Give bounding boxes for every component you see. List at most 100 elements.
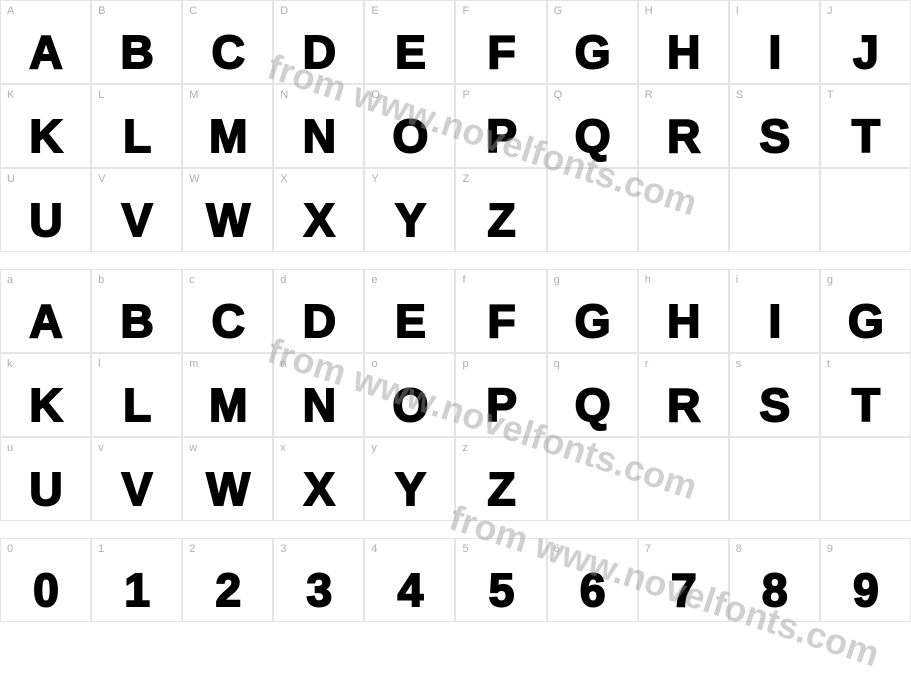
cell-glyph: A xyxy=(29,298,61,344)
cell-label: B xyxy=(98,5,105,17)
cell-glyph: X xyxy=(304,466,334,512)
glyph-cell: NN xyxy=(273,84,364,168)
cell-label: z xyxy=(462,442,468,454)
cell-glyph: D xyxy=(303,298,335,344)
cell-glyph: G xyxy=(575,298,610,344)
glyph-cell: ZZ xyxy=(455,168,546,252)
cell-glyph: K xyxy=(29,113,61,159)
glyph-cell: 66 xyxy=(547,538,638,622)
glyph-cell xyxy=(547,437,638,521)
cell-label: 0 xyxy=(7,543,13,555)
cell-glyph: C xyxy=(212,29,244,75)
glyph-cell: BB xyxy=(91,0,182,84)
glyph-cell: WW xyxy=(182,168,273,252)
cell-glyph: 8 xyxy=(762,567,787,613)
cell-glyph: R xyxy=(667,113,699,159)
glyph-cell: XX xyxy=(273,168,364,252)
cell-label: U xyxy=(7,173,15,185)
glyph-cell: uU xyxy=(0,437,91,521)
cell-glyph: G xyxy=(848,298,883,344)
cell-glyph: W xyxy=(207,197,249,243)
glyph-cell: YY xyxy=(364,168,455,252)
cell-label: 2 xyxy=(189,543,195,555)
glyph-cell: JJ xyxy=(820,0,911,84)
cell-label: J xyxy=(827,5,833,17)
glyph-cell xyxy=(820,168,911,252)
cell-label: S xyxy=(736,89,743,101)
cell-glyph: O xyxy=(393,382,428,428)
cell-label: X xyxy=(280,173,287,185)
cell-label: N xyxy=(280,89,288,101)
glyph-cell: cC xyxy=(182,269,273,353)
glyph-cell: UU xyxy=(0,168,91,252)
cell-label: t xyxy=(827,358,830,370)
cell-glyph: X xyxy=(304,197,334,243)
cell-glyph: A xyxy=(29,29,61,75)
cell-glyph: N xyxy=(303,382,335,428)
cell-glyph: B xyxy=(121,29,153,75)
section-spacer xyxy=(0,521,911,538)
cell-glyph: T xyxy=(852,113,879,159)
glyph-section-lowercase: aAbBcCdDeEfFgGhHiIgGkKlLmMnNoOpPqQrRsStT… xyxy=(0,269,911,521)
cell-glyph: P xyxy=(486,382,516,428)
glyph-cell xyxy=(638,437,729,521)
glyph-cell: qQ xyxy=(547,353,638,437)
cell-label: n xyxy=(280,358,286,370)
cell-glyph: H xyxy=(667,29,699,75)
cell-label: k xyxy=(7,358,13,370)
glyph-cell: 11 xyxy=(91,538,182,622)
cell-label: h xyxy=(645,274,651,286)
glyph-cell: oO xyxy=(364,353,455,437)
cell-label: s xyxy=(736,358,742,370)
cell-label: w xyxy=(189,442,197,454)
glyph-cell: iI xyxy=(729,269,820,353)
cell-glyph: T xyxy=(852,382,879,428)
glyph-cell: 77 xyxy=(638,538,729,622)
cell-label: Q xyxy=(554,89,563,101)
cell-label: 6 xyxy=(554,543,560,555)
cell-label: b xyxy=(98,274,104,286)
cell-label: T xyxy=(827,89,834,101)
cell-glyph: M xyxy=(209,113,246,159)
cell-label: o xyxy=(371,358,377,370)
cell-label: C xyxy=(189,5,197,17)
glyph-cell: 55 xyxy=(455,538,546,622)
glyph-cell: fF xyxy=(455,269,546,353)
cell-glyph: P xyxy=(486,113,516,159)
glyph-cell: TT xyxy=(820,84,911,168)
glyph-cell: HH xyxy=(638,0,729,84)
glyph-cell: AA xyxy=(0,0,91,84)
cell-label: D xyxy=(280,5,288,17)
glyph-cell: 33 xyxy=(273,538,364,622)
glyph-cell: gG xyxy=(547,269,638,353)
cell-glyph: Y xyxy=(395,197,425,243)
cell-label: c xyxy=(189,274,195,286)
glyph-cell xyxy=(729,437,820,521)
glyph-cell: xX xyxy=(273,437,364,521)
cell-glyph: Q xyxy=(575,113,610,159)
cell-glyph: J xyxy=(853,29,878,75)
cell-label: f xyxy=(462,274,465,286)
glyph-cell: bB xyxy=(91,269,182,353)
glyph-cell: EE xyxy=(364,0,455,84)
glyph-cell: nN xyxy=(273,353,364,437)
cell-label: F xyxy=(462,5,469,17)
cell-label: d xyxy=(280,274,286,286)
cell-glyph: 7 xyxy=(671,567,696,613)
glyph-cell: wW xyxy=(182,437,273,521)
glyph-cell: VV xyxy=(91,168,182,252)
glyph-cell: sS xyxy=(729,353,820,437)
cell-label: 1 xyxy=(98,543,104,555)
glyph-cell: kK xyxy=(0,353,91,437)
glyph-cell: MM xyxy=(182,84,273,168)
glyph-cell: KK xyxy=(0,84,91,168)
cell-glyph: 9 xyxy=(853,567,878,613)
cell-label: v xyxy=(98,442,104,454)
cell-label: 8 xyxy=(736,543,742,555)
glyph-cell: yY xyxy=(364,437,455,521)
glyph-cell xyxy=(729,168,820,252)
cell-label: m xyxy=(189,358,198,370)
cell-glyph: F xyxy=(487,29,514,75)
glyph-cell: 44 xyxy=(364,538,455,622)
cell-label: I xyxy=(736,5,739,17)
